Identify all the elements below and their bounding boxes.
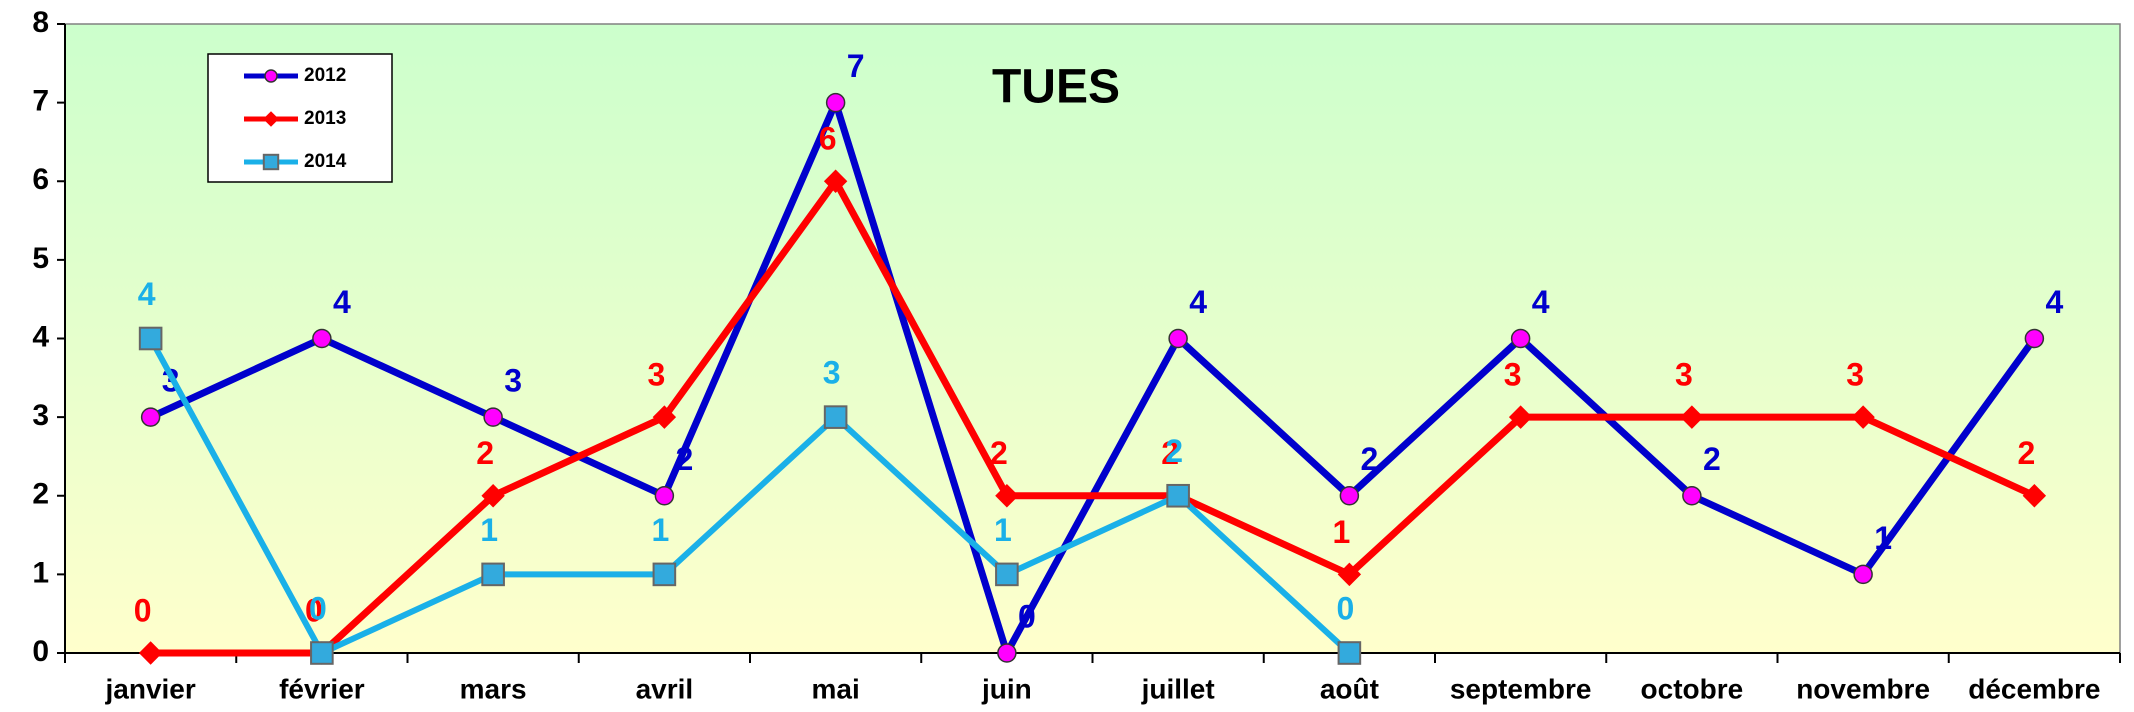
point-marker	[1851, 405, 1875, 429]
y-tick-label: 2	[32, 478, 49, 511]
point-marker	[997, 643, 1017, 663]
data-label: 2	[1165, 433, 1183, 469]
point-marker	[481, 484, 505, 508]
data-label: 1	[1332, 514, 1350, 550]
legend-box	[207, 53, 393, 183]
point-marker	[138, 326, 163, 351]
y-tick-label: 3	[32, 399, 49, 432]
point-marker	[2024, 328, 2045, 349]
y-tick-label: 0	[32, 635, 49, 668]
series-line	[147, 337, 1352, 656]
x-tick-label: juin	[981, 673, 1032, 704]
data-label: 2	[990, 435, 1008, 471]
y-tick-label: 8	[32, 6, 49, 39]
x-tick-label: janvier	[104, 673, 195, 704]
point-marker	[1853, 564, 1873, 585]
data-label: 4	[1189, 284, 1207, 320]
x-tick-label: mars	[460, 673, 527, 704]
data-label: 4	[333, 284, 351, 320]
data-label: 3	[1504, 357, 1522, 393]
series-line	[150, 177, 2036, 657]
y-tick-label: 6	[32, 163, 49, 196]
point-marker	[483, 407, 503, 427]
legend-label: 2012	[304, 65, 346, 86]
data-label: 4	[1532, 284, 1550, 320]
data-label: 0	[305, 592, 323, 628]
chart-title: TUES	[992, 61, 1120, 114]
x-tick-label: octobre	[1641, 673, 1744, 704]
point-marker	[140, 407, 161, 427]
data-label: 1	[651, 512, 669, 548]
x-tick-label: février	[279, 673, 365, 704]
point-marker	[138, 641, 163, 665]
legend-label: 2014	[304, 151, 347, 172]
point-marker	[1168, 328, 1188, 349]
data-label: 4	[2045, 284, 2063, 320]
plot-area	[64, 23, 2121, 654]
legend-label: 2013	[304, 108, 346, 129]
y-tick-label: 4	[32, 320, 49, 353]
point-marker	[995, 562, 1019, 587]
data-label: 1	[1874, 520, 1892, 556]
data-label: 7	[847, 48, 865, 84]
data-label: 0	[1336, 590, 1354, 626]
x-tick-label: avril	[636, 673, 694, 704]
x-tick-label: novembre	[1796, 673, 1930, 704]
data-label: 0	[1018, 598, 1036, 634]
point-marker	[1337, 641, 1362, 665]
point-marker	[1166, 483, 1190, 508]
point-marker	[825, 92, 846, 113]
point-marker	[995, 484, 1019, 508]
point-marker	[652, 562, 677, 587]
legend-marker	[264, 69, 278, 83]
data-label: 3	[504, 363, 522, 399]
data-label: 0	[309, 590, 327, 626]
data-label: 0	[134, 592, 152, 628]
point-marker	[652, 405, 677, 429]
data-label: 3	[823, 355, 841, 391]
y-tick-label: 1	[32, 556, 49, 589]
point-marker	[1508, 405, 1533, 429]
data-label: 1	[480, 512, 498, 548]
legend-marker	[262, 153, 280, 171]
point-marker	[481, 562, 505, 587]
data-label: 3	[647, 357, 665, 393]
point-marker	[1510, 328, 1531, 349]
data-label: 2	[1360, 441, 1378, 477]
data-label: 2	[1703, 441, 1721, 477]
point-marker	[312, 328, 332, 349]
point-marker	[654, 486, 675, 506]
x-tick-label: août	[1320, 673, 1379, 704]
data-label: 6	[819, 121, 837, 157]
point-marker	[310, 641, 334, 665]
data-label: 4	[138, 276, 156, 312]
x-tick-label: décembre	[1968, 673, 2100, 704]
point-marker	[1682, 486, 1702, 506]
point-marker	[823, 169, 848, 193]
data-label: 2	[476, 435, 494, 471]
data-label: 3	[1675, 357, 1693, 393]
x-tick-label: juillet	[1141, 673, 1215, 704]
y-tick-label: 5	[32, 242, 49, 275]
point-marker	[1680, 405, 1704, 429]
x-tick-label: mai	[812, 673, 860, 704]
legend-marker	[263, 111, 279, 127]
x-tick-label: septembre	[1450, 673, 1592, 704]
data-label: 1	[994, 512, 1012, 548]
point-marker	[1339, 486, 1360, 506]
data-label: 3	[1846, 357, 1864, 393]
y-tick-label: 7	[32, 85, 49, 118]
point-marker	[823, 405, 848, 429]
data-label: 2	[2017, 435, 2035, 471]
data-label: 2	[675, 441, 693, 477]
point-marker	[1337, 562, 1362, 587]
point-marker	[2022, 484, 2047, 508]
data-label: 2	[1161, 435, 1179, 471]
